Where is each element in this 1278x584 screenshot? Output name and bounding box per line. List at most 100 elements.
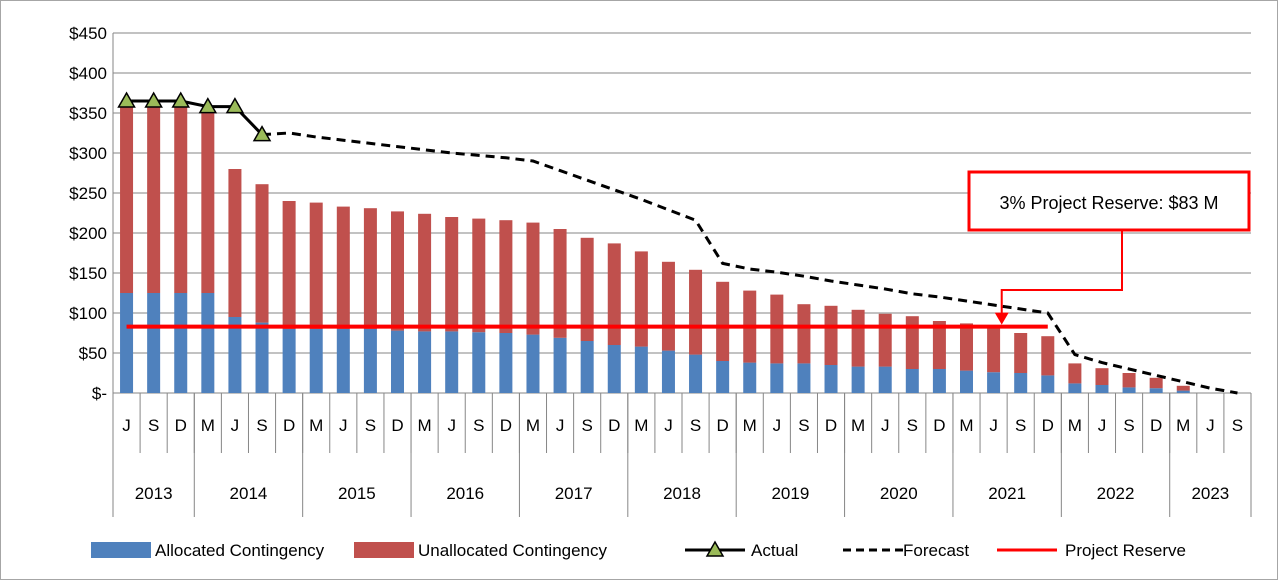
month-label: M (1068, 416, 1082, 435)
annotation-box (967, 170, 1251, 232)
month-label: M (526, 416, 540, 435)
month-label: D (825, 416, 837, 435)
month-label: M (1176, 416, 1190, 435)
bar-unallocated (1122, 373, 1136, 388)
month-label: M (634, 416, 648, 435)
month-label: D (933, 416, 945, 435)
bar-unallocated (255, 184, 269, 323)
bar-unallocated (363, 208, 377, 329)
y-tick-label: $200 (69, 224, 107, 243)
year-label: 2014 (230, 484, 268, 503)
month-label: J (1206, 416, 1215, 435)
bar-allocated (1095, 385, 1109, 393)
month-label: D (500, 416, 512, 435)
bar-unallocated (987, 326, 1001, 373)
bar-allocated (526, 334, 540, 393)
bar-unallocated (282, 201, 296, 329)
month-label: J (447, 416, 456, 435)
bar-unallocated (716, 281, 730, 361)
legend-marker-actual (705, 540, 725, 557)
year-label: 2018 (663, 484, 701, 503)
forecast-line (261, 131, 1238, 395)
bar-allocated (282, 329, 296, 393)
month-label: D (283, 416, 295, 435)
bar-allocated (580, 341, 594, 393)
y-tick-label: $50 (79, 344, 107, 363)
month-label: S (798, 416, 809, 435)
month-label: J (881, 416, 890, 435)
bar-unallocated (824, 305, 838, 365)
year-label: 2016 (446, 484, 484, 503)
month-label: S (365, 416, 376, 435)
bar-allocated (472, 332, 486, 393)
year-label: 2013 (135, 484, 173, 503)
bar-allocated (147, 293, 161, 393)
bar-allocated (743, 362, 757, 393)
bar-unallocated (336, 206, 350, 329)
bar-allocated (689, 354, 703, 393)
bar-unallocated (1014, 333, 1028, 373)
y-tick-label: $- (92, 384, 107, 403)
legend-label-allocated: Allocated Contingency (155, 541, 325, 560)
bar-unallocated (634, 251, 648, 347)
month-label: D (175, 416, 187, 435)
y-tick-label: $350 (69, 104, 107, 123)
bar-unallocated (1176, 385, 1190, 391)
y-tick-label: $450 (69, 24, 107, 43)
month-label: D (1042, 416, 1054, 435)
bar-allocated (309, 329, 323, 393)
year-label: 2019 (771, 484, 809, 503)
legend-label-project-reserve: Project Reserve (1065, 541, 1186, 560)
bar-allocated (201, 293, 215, 393)
bar-unallocated (770, 294, 784, 364)
month-label: J (773, 416, 782, 435)
y-tick-label: $300 (69, 144, 107, 163)
bar-allocated (1149, 388, 1163, 393)
bar-allocated (1068, 383, 1082, 393)
bar-allocated (851, 366, 865, 393)
month-label: M (309, 416, 323, 435)
bar-unallocated (932, 321, 946, 369)
legend-swatch-allocated (91, 542, 151, 558)
bar-allocated (1176, 390, 1190, 393)
bar-unallocated (1068, 363, 1082, 384)
month-label: M (959, 416, 973, 435)
bar-unallocated (959, 323, 974, 371)
bar-allocated (932, 369, 946, 393)
year-label: 2022 (1097, 484, 1135, 503)
bar-unallocated (607, 243, 621, 345)
bar-unallocated (661, 261, 675, 351)
month-label: D (717, 416, 729, 435)
bar-allocated (363, 329, 377, 393)
bar-allocated (716, 361, 730, 393)
month-label: S (581, 416, 592, 435)
bar-allocated (770, 363, 784, 393)
legend-label-forecast: Forecast (903, 541, 969, 560)
bar-allocated (824, 365, 838, 393)
bar-unallocated (201, 109, 215, 293)
month-label: S (1123, 416, 1134, 435)
bar-unallocated (390, 211, 405, 331)
month-label: M (418, 416, 432, 435)
month-label: D (608, 416, 620, 435)
bar-unallocated (553, 229, 567, 338)
bar-unallocated (120, 105, 134, 293)
month-label: J (231, 416, 240, 435)
bar-allocated (1041, 375, 1055, 393)
month-label: M (201, 416, 215, 435)
month-label: S (148, 416, 159, 435)
bar-allocated (661, 350, 675, 393)
bar-allocated (553, 337, 567, 393)
month-label: J (122, 416, 131, 435)
bar-allocated (120, 293, 134, 393)
month-label: S (907, 416, 918, 435)
bar-allocated (174, 293, 188, 393)
bar-allocated (1122, 387, 1136, 393)
month-label: D (391, 416, 403, 435)
month-label: S (690, 416, 701, 435)
y-tick-label: $400 (69, 64, 107, 83)
annotation-arrow-line (1000, 230, 1123, 315)
bar-unallocated (526, 222, 540, 335)
